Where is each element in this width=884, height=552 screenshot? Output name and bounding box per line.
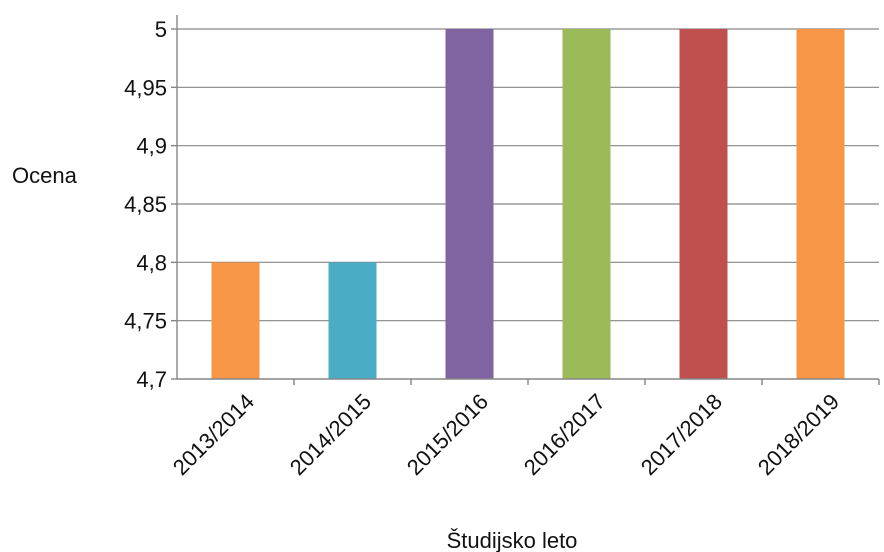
bars [211,29,845,379]
bar-2014-2015 [328,262,377,379]
x-tick-labels: 2013/2014 2014/2015 2015/2016 2016/2017 2017… [168,389,844,480]
bar-2016-2017 [562,29,611,379]
y-tick-label: 4,9 [136,134,167,159]
y-axis-title: Ocena [12,163,78,188]
x-tick-label: 2018/2019 [753,389,844,480]
bar-2017-2018 [679,29,728,379]
y-tick-labels: 4,7 4,75 4,8 4,85 4,9 4,95 5 [124,17,167,392]
bar-2018-2019 [796,29,845,379]
y-tick-label: 4,95 [124,75,167,100]
x-tick-label: 2015/2016 [402,389,493,480]
y-tick-label: 4,8 [136,250,167,275]
y-tick-label: 4,7 [136,367,167,392]
y-tick-label: 4,75 [124,309,167,334]
axes [171,15,880,385]
gridlines [177,28,879,322]
x-tick-label: 2017/2018 [636,389,727,480]
x-tick-label: 2016/2017 [519,389,610,480]
bar-2015-2016 [445,29,494,379]
y-tick-label: 4,85 [124,192,167,217]
x-tick-label: 2013/2014 [168,389,259,480]
x-axis-title: Študijsko leto [447,528,578,552]
y-tick-label: 5 [155,17,167,42]
x-tick-label: 2014/2015 [285,389,376,480]
bar-2013-2014 [211,262,260,379]
